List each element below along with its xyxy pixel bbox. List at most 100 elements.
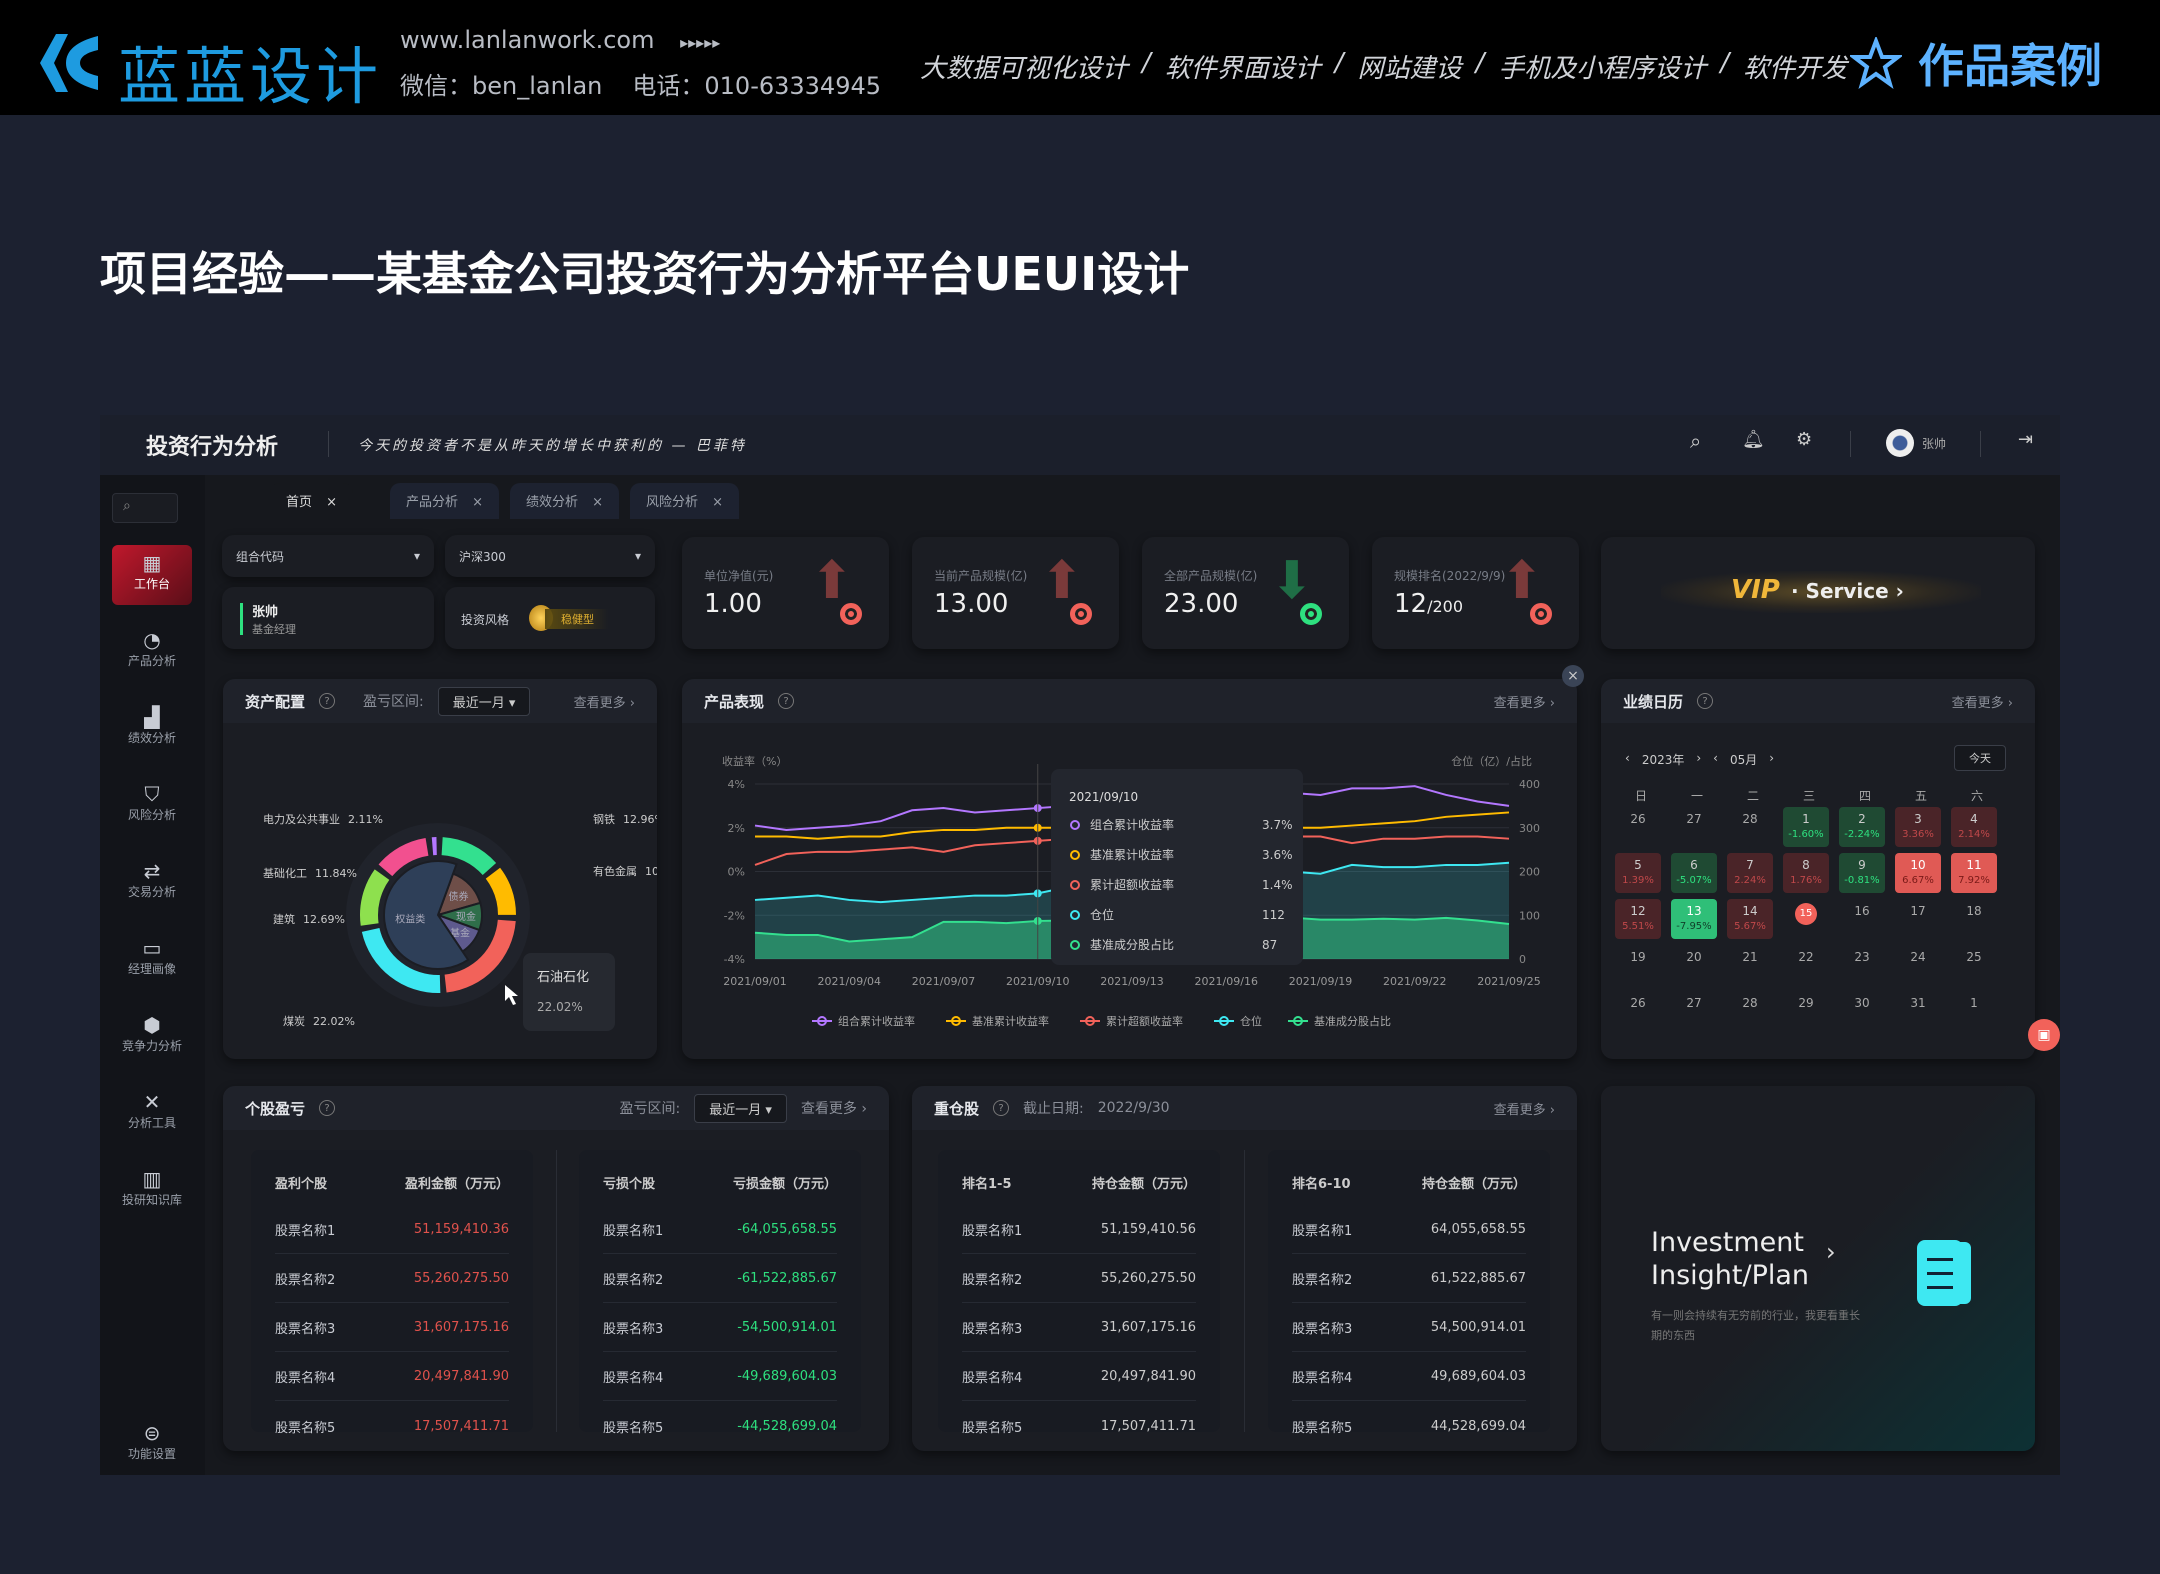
- calendar-day[interactable]: 2 -2.24%: [1839, 807, 1885, 847]
- calendar-day[interactable]: 23: [1839, 945, 1885, 985]
- calendar-day[interactable]: 4 2.14%: [1951, 807, 1997, 847]
- sidebar-item[interactable]: ⇄ 交易分析: [112, 853, 192, 913]
- donut-segment[interactable]: [378, 837, 429, 877]
- table-row[interactable]: 股票名称1 -64,055,658.55: [603, 1206, 837, 1254]
- calendar-day[interactable]: 5 1.39%: [1615, 853, 1661, 893]
- legend-item[interactable]: 累计超额收益率: [1080, 1014, 1183, 1028]
- calendar-day[interactable]: 14 5.67%: [1727, 899, 1773, 939]
- table-row[interactable]: 股票名称5 -44,528,699.04: [603, 1402, 837, 1450]
- sidebar-search[interactable]: ⌕: [112, 493, 178, 523]
- table-row[interactable]: 股票名称1 64,055,658.55: [1292, 1206, 1526, 1254]
- help-icon[interactable]: ?: [319, 693, 336, 709]
- tab[interactable]: 产品分析 ×: [390, 483, 500, 519]
- feedback-icon[interactable]: ▣: [2028, 1019, 2060, 1051]
- table-row[interactable]: 股票名称4 20,497,841.90: [962, 1353, 1196, 1401]
- close-tab-icon[interactable]: ×: [468, 495, 484, 510]
- nav-item[interactable]: 大数据可视化设计: [920, 54, 1129, 84]
- vip-banner[interactable]: VIP · Service ›: [1601, 537, 2035, 649]
- calendar-day[interactable]: 6 -5.07%: [1671, 853, 1717, 893]
- today-button[interactable]: 今天: [1954, 745, 2006, 771]
- calendar-day[interactable]: 26: [1615, 807, 1661, 847]
- table-row[interactable]: 股票名称5 44,528,699.04: [1292, 1402, 1526, 1450]
- calendar-day[interactable]: 22: [1783, 945, 1829, 985]
- legend-item[interactable]: 仓位: [1214, 1014, 1262, 1028]
- calendar-day[interactable]: 3 3.36%: [1895, 807, 1941, 847]
- calendar-day[interactable]: 24: [1895, 945, 1941, 985]
- nav-item[interactable]: 软件界面设计: [1164, 54, 1321, 84]
- table-row[interactable]: 股票名称4 49,689,604.03: [1292, 1353, 1526, 1401]
- combo-select[interactable]: 组合代码 ▾: [222, 535, 434, 577]
- donut-segment[interactable]: [444, 919, 516, 993]
- calendar-day[interactable]: 27: [1671, 991, 1717, 1031]
- tab[interactable]: 风险分析 ×: [630, 483, 740, 519]
- benchmark-select[interactable]: 沪深300 ▾: [445, 535, 655, 577]
- pie-slice[interactable]: [383, 860, 470, 970]
- avatar[interactable]: [1886, 429, 1914, 457]
- calendar-day[interactable]: 16: [1839, 899, 1885, 939]
- calendar-day[interactable]: 10 6.67%: [1895, 853, 1941, 893]
- sidebar-item[interactable]: ▦ 工作台: [112, 545, 192, 605]
- view-more-link[interactable]: 查看更多 ›: [1493, 1102, 1555, 1118]
- calendar-day[interactable]: 28: [1727, 807, 1773, 847]
- help-icon[interactable]: ?: [1697, 693, 1714, 709]
- legend-item[interactable]: 基准累计收益率: [946, 1014, 1049, 1028]
- table-row[interactable]: 股票名称3 31,607,175.16: [962, 1304, 1196, 1352]
- logout-icon[interactable]: ⇥: [2018, 429, 2034, 450]
- donut-segment[interactable]: [485, 867, 516, 915]
- vip-service-link[interactable]: · Service ›: [1791, 579, 1904, 603]
- calendar-day[interactable]: 28: [1727, 991, 1773, 1031]
- next-year-button[interactable]: ›: [1696, 751, 1702, 765]
- sidebar-item[interactable]: ⛉ 风险分析: [112, 776, 192, 836]
- sidebar-item[interactable]: ⬢ 竞争力分析: [112, 1007, 192, 1067]
- help-icon[interactable]: ?: [993, 1100, 1010, 1116]
- legend-item[interactable]: 基准成分股占比: [1288, 1014, 1391, 1028]
- table-row[interactable]: 股票名称5 17,507,411.71: [962, 1402, 1196, 1450]
- tab[interactable]: 绩效分析 ×: [510, 483, 620, 519]
- chevron-right-icon[interactable]: ›: [1826, 1238, 1836, 1266]
- bell-icon[interactable]: 🔔︎: [1742, 429, 1765, 450]
- sidebar-item[interactable]: ▭ 经理画像: [112, 930, 192, 990]
- calendar-day[interactable]: 17: [1895, 899, 1941, 939]
- nav-item[interactable]: 网站建设: [1357, 54, 1462, 84]
- view-more-link[interactable]: 查看更多 ›: [1493, 695, 1555, 711]
- table-row[interactable]: 股票名称1 51,159,410.56: [962, 1206, 1196, 1254]
- calendar-day[interactable]: 7 2.24%: [1727, 853, 1773, 893]
- investment-insight-card[interactable]: Investment Insight/Plan › 有一则会持续有无穷前的行业，我…: [1601, 1086, 2035, 1451]
- calendar-day[interactable]: 13 -7.95%: [1671, 899, 1717, 939]
- calendar-day[interactable]: 1 -1.60%: [1783, 807, 1829, 847]
- table-row[interactable]: 股票名称5 17,507,411.71: [275, 1402, 509, 1450]
- calendar-day[interactable]: 31: [1895, 991, 1941, 1031]
- nav-item[interactable]: 软件开发: [1743, 54, 1848, 84]
- sidebar-item[interactable]: ✕ 分析工具: [112, 1084, 192, 1144]
- help-icon[interactable]: ?: [778, 693, 795, 709]
- calendar-day[interactable]: 27: [1671, 807, 1717, 847]
- view-more-link[interactable]: 查看更多 ›: [800, 1101, 867, 1117]
- view-more-link[interactable]: 查看更多 ›: [573, 695, 635, 711]
- search-icon[interactable]: ⌕: [1690, 429, 1702, 453]
- calendar-day[interactable]: 26: [1615, 991, 1661, 1031]
- prev-year-button[interactable]: ‹: [1625, 751, 1630, 765]
- table-row[interactable]: 股票名称3 -54,500,914.01: [603, 1304, 837, 1352]
- legend-item[interactable]: 组合累计收益率: [812, 1014, 915, 1028]
- calendar-day[interactable]: 15: [1783, 899, 1829, 939]
- table-row[interactable]: 股票名称4 -49,689,604.03: [603, 1353, 837, 1401]
- nav-item[interactable]: 手机及小程序设计: [1498, 54, 1707, 84]
- table-row[interactable]: 股票名称2 -61,522,885.67: [603, 1255, 837, 1303]
- table-row[interactable]: 股票名称2 55,260,275.50: [275, 1255, 509, 1303]
- calendar-day[interactable]: 19: [1615, 945, 1661, 985]
- table-row[interactable]: 股票名称1 51,159,410.36: [275, 1206, 509, 1254]
- website-url[interactable]: www.lanlanwork.com: [400, 26, 655, 54]
- table-row[interactable]: 股票名称2 61,522,885.67: [1292, 1255, 1526, 1303]
- user-name[interactable]: 张帅: [1922, 437, 1947, 451]
- calendar-day[interactable]: 1: [1951, 991, 1997, 1031]
- donut-segment[interactable]: [441, 837, 497, 875]
- calendar-day[interactable]: 30: [1839, 991, 1885, 1031]
- table-row[interactable]: 股票名称4 20,497,841.90: [275, 1353, 509, 1401]
- calendar-day[interactable]: 29: [1783, 991, 1829, 1031]
- sidebar-item[interactable]: ▥ 投研知识库: [112, 1161, 192, 1221]
- calendar-day[interactable]: 20: [1671, 945, 1717, 985]
- close-tab-icon[interactable]: ×: [708, 495, 724, 510]
- donut-segment[interactable]: [360, 869, 390, 926]
- tab[interactable]: 首页 ×: [270, 483, 354, 519]
- close-tab-icon[interactable]: ×: [322, 495, 338, 510]
